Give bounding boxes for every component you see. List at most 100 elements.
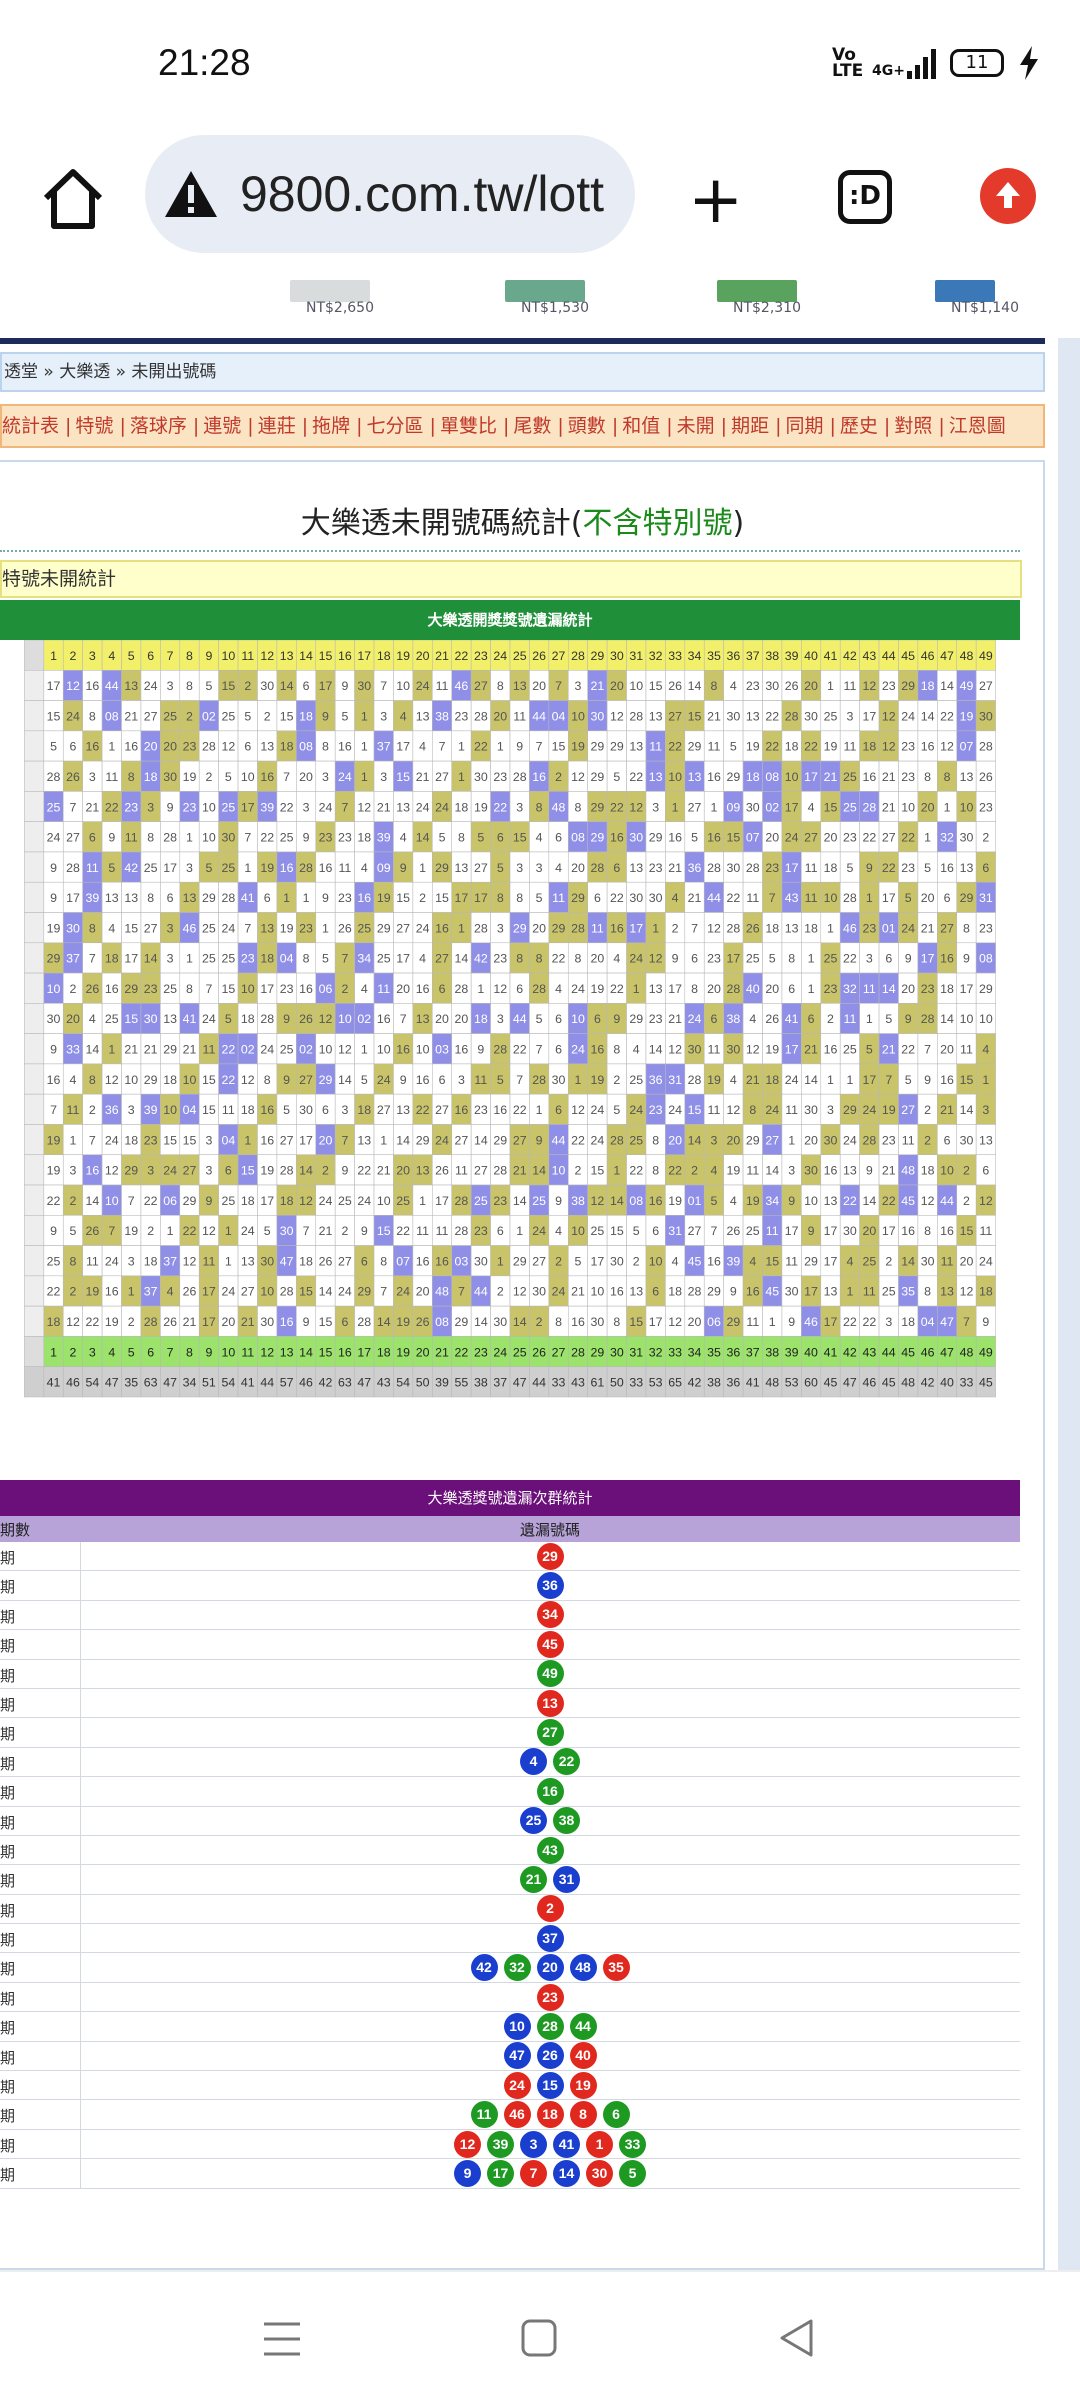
grid-cell-value: 16 bbox=[824, 1164, 838, 1178]
grid-cell-value: 17 bbox=[824, 1254, 838, 1268]
grid-cell-value: 28 bbox=[299, 861, 313, 875]
table-header: 期數 遺漏號碼 bbox=[0, 1516, 1020, 1542]
grid-cell-value: 29 bbox=[727, 1315, 741, 1329]
ad-item[interactable]: NT$1,530 bbox=[505, 280, 589, 316]
grid-cell-value: 4 bbox=[613, 952, 620, 966]
grid-cell-value: 42 bbox=[124, 861, 138, 875]
url-text[interactable]: 9800.com.tw/lott bbox=[240, 166, 605, 222]
ad-strip: NT$2,650 NT$1,530 NT$2,310 NT$1,140 bbox=[0, 280, 1080, 320]
volte-icon: Vo LTE bbox=[832, 45, 864, 81]
grid-cell-value: 15 bbox=[629, 1315, 643, 1329]
number-ball: 30 bbox=[586, 2159, 613, 2187]
ad-item[interactable]: NT$2,310 bbox=[717, 280, 801, 316]
grid-cell-value: 8 bbox=[536, 800, 543, 814]
back-icon[interactable] bbox=[778, 2318, 814, 2358]
grid-cell-value: 9 bbox=[613, 1012, 620, 1026]
new-tab-icon[interactable]: + bbox=[688, 161, 744, 238]
grid-cell-value: 29 bbox=[571, 891, 585, 905]
grid-cell-value: 9 bbox=[982, 1315, 989, 1329]
grid-cell-value: 3 bbox=[128, 1254, 135, 1268]
grid-cell-value: 25 bbox=[221, 861, 235, 875]
grid-cell-value: 24 bbox=[843, 1133, 857, 1147]
grid-cell-value: 1 bbox=[186, 952, 193, 966]
grid-cell-value: 6 bbox=[982, 861, 989, 875]
grid-cell-value: 45 bbox=[688, 1254, 702, 1268]
grid-cell-value: 18 bbox=[163, 1073, 177, 1087]
grid-cell-value: 54 bbox=[221, 1376, 235, 1390]
menu-link[interactable]: 拖牌 bbox=[312, 415, 351, 437]
grid-cell-value: 35 bbox=[901, 1285, 915, 1299]
grid-cell-value: 2 bbox=[982, 831, 989, 845]
grid-cell-value: 9 bbox=[866, 1164, 873, 1178]
grid-cell-value: 5 bbox=[536, 891, 543, 905]
menu-link[interactable]: 同期 bbox=[785, 415, 824, 437]
grid-cell-value: 31 bbox=[979, 891, 993, 905]
grid-cell-value: 03 bbox=[435, 1043, 449, 1057]
period-label: 期 bbox=[0, 2136, 16, 2155]
menu-link[interactable]: 頭數 bbox=[567, 415, 606, 437]
grid-cell-value: 8 bbox=[147, 891, 154, 905]
tab-switcher-button[interactable]: :D bbox=[838, 170, 892, 224]
menu-link[interactable]: 和值 bbox=[622, 415, 661, 437]
grid-cell-value: 25 bbox=[629, 1133, 643, 1147]
grid-cell-value: 34 bbox=[183, 1376, 197, 1390]
grid-cell-value: 28 bbox=[591, 861, 605, 875]
menu-link[interactable]: 江恩圖 bbox=[948, 415, 1006, 437]
period-label: 期 bbox=[0, 2019, 16, 2038]
grid-cell-value: 13 bbox=[280, 1345, 294, 1359]
grid-cell-value: 17 bbox=[804, 770, 818, 784]
grid-cell-value: 13 bbox=[105, 891, 119, 905]
number-ball: 15 bbox=[536, 2071, 564, 2099]
menu-icon[interactable] bbox=[262, 2320, 302, 2358]
grid-cell-value: 14 bbox=[901, 1254, 915, 1268]
menu-link[interactable]: 七分區 bbox=[366, 415, 424, 437]
ad-item[interactable]: NT$2,650 bbox=[290, 280, 374, 316]
scrollbar-track[interactable] bbox=[1058, 338, 1080, 2270]
grid-cell-value: 41 bbox=[241, 1376, 255, 1390]
menu-link[interactable]: 未開 bbox=[676, 415, 715, 437]
grid-cell-value: 24 bbox=[357, 1194, 371, 1208]
grid-cell-value: 38 bbox=[707, 1376, 721, 1390]
menu-link[interactable]: 期距 bbox=[731, 415, 770, 437]
menu-link[interactable]: 歷史 bbox=[839, 415, 878, 437]
grid-cell-value: 22 bbox=[513, 1103, 527, 1117]
grid-cell-value: 3 bbox=[147, 1164, 154, 1178]
menu-link[interactable]: 連號 bbox=[203, 415, 242, 437]
grid-cell-value: 18 bbox=[241, 1194, 255, 1208]
menu-link[interactable]: 落球序 bbox=[129, 415, 187, 437]
grid-cell-value: 16 bbox=[455, 1103, 469, 1117]
address-bar[interactable]: 9800.com.tw/lott bbox=[145, 135, 635, 253]
menu-link[interactable]: 尾數 bbox=[513, 415, 552, 437]
menu-link[interactable]: 單雙比 bbox=[439, 415, 497, 437]
grid-cell-value: 10 bbox=[649, 1254, 663, 1268]
grid-cell-value: 11 bbox=[416, 1224, 429, 1238]
grid-cell-value: 9 bbox=[905, 1012, 912, 1026]
update-icon[interactable] bbox=[980, 168, 1036, 224]
warning-icon[interactable] bbox=[163, 169, 219, 219]
grid-cell-value: 19 bbox=[396, 1315, 410, 1329]
grid-cell-value: 25 bbox=[47, 800, 61, 814]
grid-cell-value: 4 bbox=[982, 1043, 989, 1057]
menu-link[interactable]: 對照 bbox=[894, 415, 933, 437]
grid-cell-value: 15 bbox=[727, 831, 741, 845]
grid-cell-value: 24 bbox=[552, 1285, 566, 1299]
grid-cell-value: 23 bbox=[824, 982, 838, 996]
ad-item[interactable]: NT$1,140 bbox=[935, 280, 1019, 316]
grid-title: 大樂透開獎獎號遺漏統計 bbox=[0, 600, 1020, 640]
grid-cell-value: 4 bbox=[730, 1194, 737, 1208]
grid-cell-value: 15 bbox=[765, 1254, 779, 1268]
home-icon[interactable] bbox=[38, 164, 108, 234]
grid-cell-value: 16 bbox=[280, 1315, 294, 1329]
menu-link[interactable]: 特號 bbox=[75, 415, 114, 437]
grid-cell-value: 29 bbox=[979, 982, 993, 996]
grid-cell-value: 38 bbox=[727, 1012, 741, 1026]
home-nav-icon[interactable] bbox=[520, 2318, 558, 2358]
grid-cell-value: 25 bbox=[396, 1194, 410, 1208]
grid-cell-value: 5 bbox=[866, 1043, 873, 1057]
menu-link[interactable]: 連莊 bbox=[257, 415, 296, 437]
grid-cell-value: 03 bbox=[455, 1254, 469, 1268]
grid-cell-value: 24 bbox=[377, 1073, 391, 1087]
web-page: NT$2,650 NT$1,530 NT$2,310 NT$1,140 透堂 »… bbox=[0, 280, 1080, 2270]
menu-link[interactable]: 統計表 bbox=[2, 415, 60, 437]
grid-cell-value: 06 bbox=[163, 1194, 177, 1208]
